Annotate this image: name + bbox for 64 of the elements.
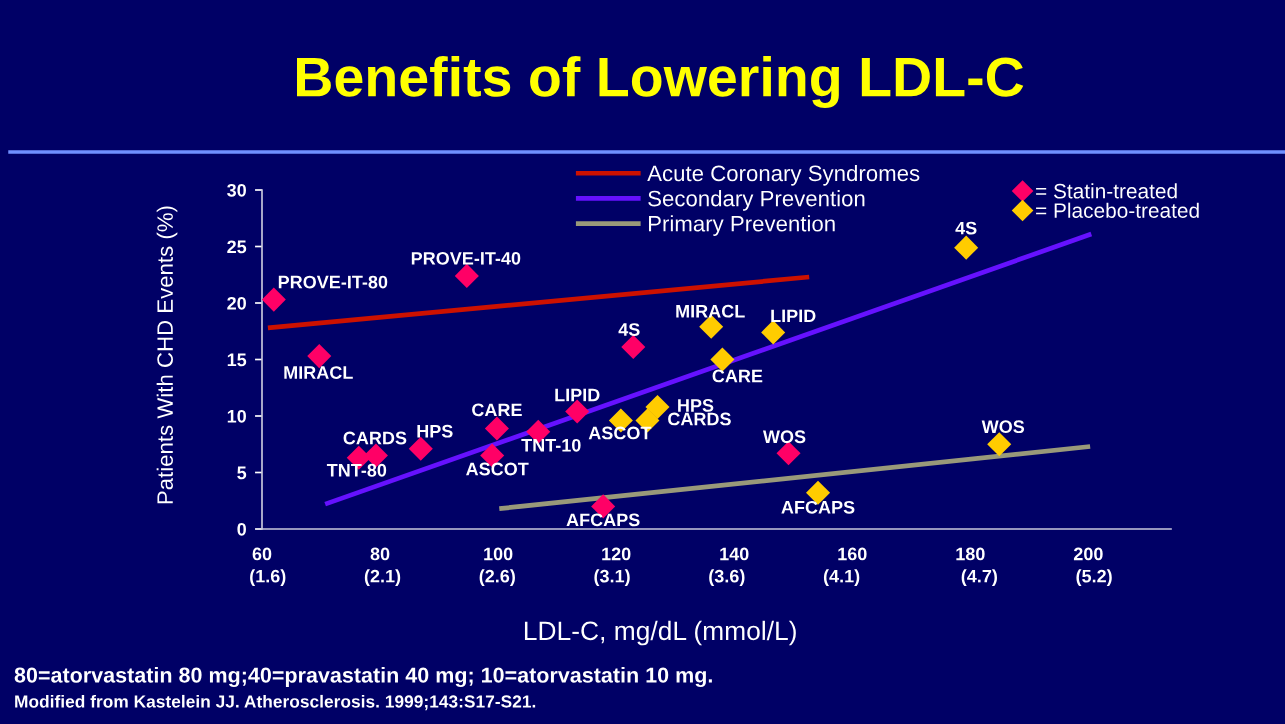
annotation: 4S	[955, 221, 977, 235]
x2-tick-label: (3.6)	[709, 569, 745, 587]
y-tick-label: 10	[227, 409, 246, 423]
x-axis-title: LDL-C, mg/dL (mmol/L)	[524, 620, 796, 646]
point	[761, 320, 786, 345]
x-tick-label: 100	[484, 547, 513, 561]
text: Modified from Kastelein JJ. Atherosclerosis. 1999;143:S17-S21.	[15, 694, 536, 711]
legend-label: = Placebo-treated	[1036, 202, 1199, 218]
y-tick-label: 20	[227, 296, 246, 310]
y-axis-title: Patients With CHD Events (%)	[156, 206, 178, 504]
annotation: 4S	[618, 323, 640, 336]
x-tick-label: 140	[720, 547, 749, 561]
annotation: AFCAPS	[566, 513, 640, 527]
x2-tick-label: (4.1)	[823, 569, 860, 587]
x-tick-label: 200	[1073, 547, 1103, 561]
x-tick-label: 60	[252, 547, 272, 561]
point	[954, 235, 979, 260]
annotation: TNT-10	[521, 438, 581, 452]
annotation: ASCOT	[588, 426, 652, 440]
annotation: LIPID	[771, 309, 816, 323]
legend-label: Secondary Prevention	[648, 190, 865, 211]
annotation: LIPID	[555, 388, 600, 402]
x2-tick-label: (2.6)	[479, 569, 515, 587]
y-tick-label: 30	[227, 183, 246, 197]
annotation: CARE	[472, 403, 522, 417]
point	[484, 416, 509, 441]
annotation: AFCAPS	[781, 500, 855, 514]
legend-label: = Statin-treated	[1036, 183, 1177, 199]
y-tick-label: 25	[227, 240, 247, 254]
x-tick-label: 80	[370, 547, 390, 561]
annotation: HPS	[417, 424, 453, 438]
annotation: TNT-80	[326, 463, 387, 477]
x2-tick-label: (4.7)	[961, 569, 997, 587]
annotation: HPS	[678, 399, 714, 412]
annotation: CARDS	[343, 431, 407, 445]
point	[645, 394, 670, 419]
x-tick-label: 120	[602, 547, 631, 561]
text: 80=atorvastatin 80 mg;40=pravastatin 40 mg; 10=atorvastatin 10 mg.	[14, 666, 712, 688]
annotation: PROVE-IT-40	[411, 251, 521, 265]
x2-tick-label: (1.6)	[250, 569, 286, 587]
y-tick-label: 15	[227, 353, 247, 367]
x-tick-label: 160	[838, 547, 867, 561]
legend-label: Acute Coronary Syndromes	[647, 164, 920, 186]
annotation: MIRACL	[284, 366, 353, 379]
point	[408, 436, 433, 461]
point	[262, 287, 286, 312]
annotation: ASCOT	[466, 462, 529, 476]
y-tick-label: 0	[237, 522, 246, 536]
annotation: CARDS	[668, 412, 731, 426]
legend-label: Primary Prevention	[648, 215, 835, 236]
point	[454, 263, 479, 288]
x2-tick-label: (2.1)	[364, 569, 401, 587]
annotation: CARE	[712, 369, 763, 383]
x-tick-label: 180	[956, 547, 985, 561]
point	[621, 335, 646, 360]
annotation: PROVE-IT-80	[278, 275, 388, 289]
point	[987, 432, 1012, 457]
x2-tick-label: (3.1)	[594, 569, 630, 587]
chart-title: Benefits of Lowering LDL-C	[297, 55, 1024, 109]
annotation: WOS	[981, 420, 1025, 434]
annotation: WOS	[762, 430, 806, 444]
y-tick-label: 5	[237, 466, 247, 480]
x2-tick-label: (5.2)	[1076, 569, 1112, 587]
annotation: MIRACL	[676, 304, 745, 318]
